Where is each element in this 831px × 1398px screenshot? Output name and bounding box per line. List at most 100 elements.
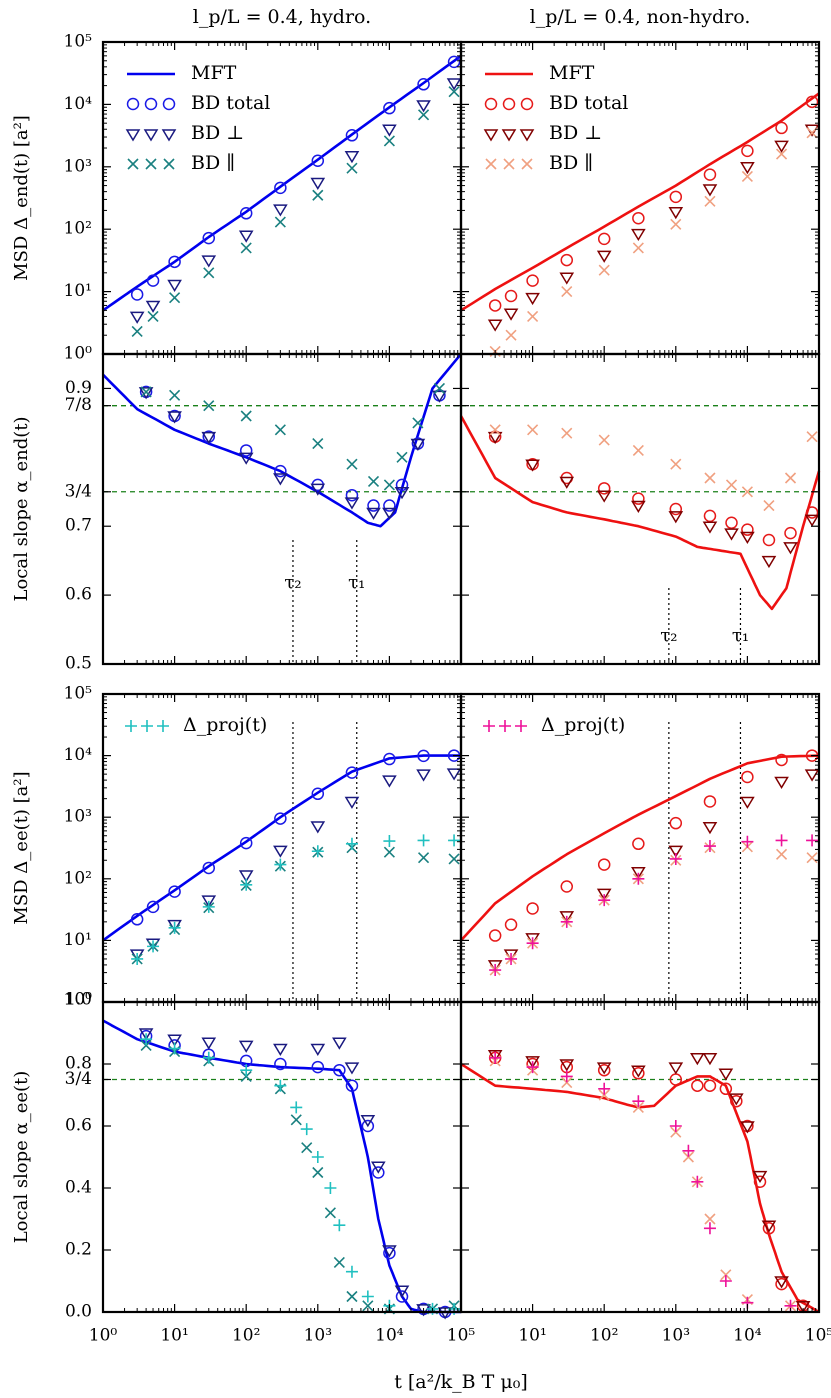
data-point-tri: [718, 1068, 734, 1081]
legend-marker: [162, 97, 176, 111]
data-point-tri: [702, 1053, 718, 1066]
legend-marker: [157, 720, 169, 732]
data-point-circle: [805, 95, 819, 109]
data-point-x: [720, 1269, 732, 1281]
data-point-circle: [560, 253, 574, 267]
tau-label-0: τ₂: [660, 625, 677, 646]
data-point-circle: [784, 526, 797, 540]
data-point-tri: [366, 507, 381, 520]
data-point-x: [561, 427, 573, 439]
y-tick-label: 10²: [64, 219, 92, 239]
data-point-tri: [344, 497, 360, 510]
data-point-plus: [632, 1095, 645, 1108]
legend-marker: [141, 720, 153, 732]
data-point-x: [505, 329, 517, 341]
axes-frame: [101, 352, 463, 666]
data-point-x: [131, 325, 143, 337]
axes-frame: [101, 1000, 463, 1314]
data-point-circle: [719, 1082, 733, 1096]
legend-marker: [483, 720, 495, 732]
data-point-circle: [202, 861, 216, 875]
legend-label: Δ_proj(t): [183, 714, 267, 736]
data-point-circle: [447, 55, 461, 69]
data-point-tri: [596, 490, 612, 503]
data-point-circle: [632, 1067, 645, 1080]
data-point-tri: [559, 1059, 575, 1072]
data-point-circle: [417, 78, 430, 91]
data-point-x: [383, 135, 395, 147]
data-point-x: [346, 458, 358, 470]
x-tick-label: 10³: [662, 1326, 690, 1346]
data-point-x: [741, 486, 753, 498]
data-point-x: [806, 431, 818, 443]
data-point-tri: [394, 1285, 410, 1298]
data-point-plus: [682, 1144, 695, 1157]
legend-label: BD ∥: [191, 152, 235, 174]
data-point-circle: [345, 129, 359, 142]
panel-3-0: [102, 1019, 461, 1320]
legend-marker: [125, 129, 141, 142]
data-point-tri: [774, 140, 789, 153]
data-point-tri: [631, 867, 646, 880]
legend-marker: [145, 158, 157, 170]
data-point-circle: [762, 1222, 776, 1235]
data-point-circle: [597, 232, 611, 246]
data-point-tri: [145, 300, 161, 313]
data-point-tri: [416, 1304, 431, 1317]
data-point-circle: [383, 101, 396, 115]
data-point-tri: [238, 1040, 254, 1053]
data-point-plus: [300, 1123, 313, 1136]
data-point-tri: [167, 411, 182, 424]
data-point-tri: [525, 459, 540, 472]
legend-marker: [484, 97, 498, 111]
legend-marker: [127, 158, 139, 170]
data-point-x: [274, 216, 286, 228]
data-point-plus: [632, 872, 645, 885]
data-point-circle: [762, 533, 776, 547]
data-point-x: [169, 292, 181, 304]
data-point-plus: [345, 837, 358, 850]
data-point-circle: [488, 929, 502, 942]
data-point-tri: [201, 255, 217, 268]
legend-marker: [503, 158, 515, 170]
legend-marker: [520, 97, 534, 111]
data-point-circle: [168, 255, 181, 269]
data-point-circle: [311, 154, 325, 168]
data-point-tri: [596, 250, 612, 263]
data-point-tri: [273, 204, 288, 217]
data-point-tri: [310, 177, 326, 190]
data-point-x: [312, 1166, 324, 1179]
data-point-plus: [240, 878, 253, 891]
series-line-mft: [460, 754, 820, 942]
data-point-circle: [239, 836, 253, 850]
data-point-x: [527, 424, 539, 436]
data-point-x: [598, 434, 610, 446]
data-point-tri: [795, 1301, 811, 1314]
data-point-tri: [783, 542, 798, 555]
data-point-circle: [488, 299, 502, 312]
x-tick-label: 10⁵: [447, 1326, 476, 1346]
data-point-circle: [168, 885, 181, 898]
y-axis-label: Local slope α_end(t): [11, 416, 32, 601]
data-point-plus: [560, 1070, 573, 1083]
data-point-plus: [598, 1082, 611, 1095]
data-point-tri: [728, 1093, 744, 1106]
data-point-tri: [344, 796, 360, 809]
data-point-circle: [311, 1060, 325, 1074]
data-point-x: [775, 848, 788, 860]
data-point-circle: [274, 1057, 287, 1071]
data-point-circle: [669, 816, 683, 830]
legend-marker: [521, 158, 533, 170]
legend-label: MFT: [549, 62, 595, 84]
data-point-tri: [487, 960, 503, 973]
data-point-tri: [525, 1056, 540, 1069]
data-point-plus: [361, 1290, 374, 1303]
data-point-circle: [703, 795, 717, 808]
y-tick-label: 0.7: [65, 516, 92, 536]
y-tick-label: 10³: [64, 807, 92, 827]
data-point-tri: [310, 1043, 326, 1056]
column-title: l_p/L = 0.4, non-hydro.: [530, 6, 751, 28]
data-point-x: [240, 242, 252, 254]
legend-marker: [501, 129, 517, 142]
data-point-plus: [775, 834, 788, 847]
